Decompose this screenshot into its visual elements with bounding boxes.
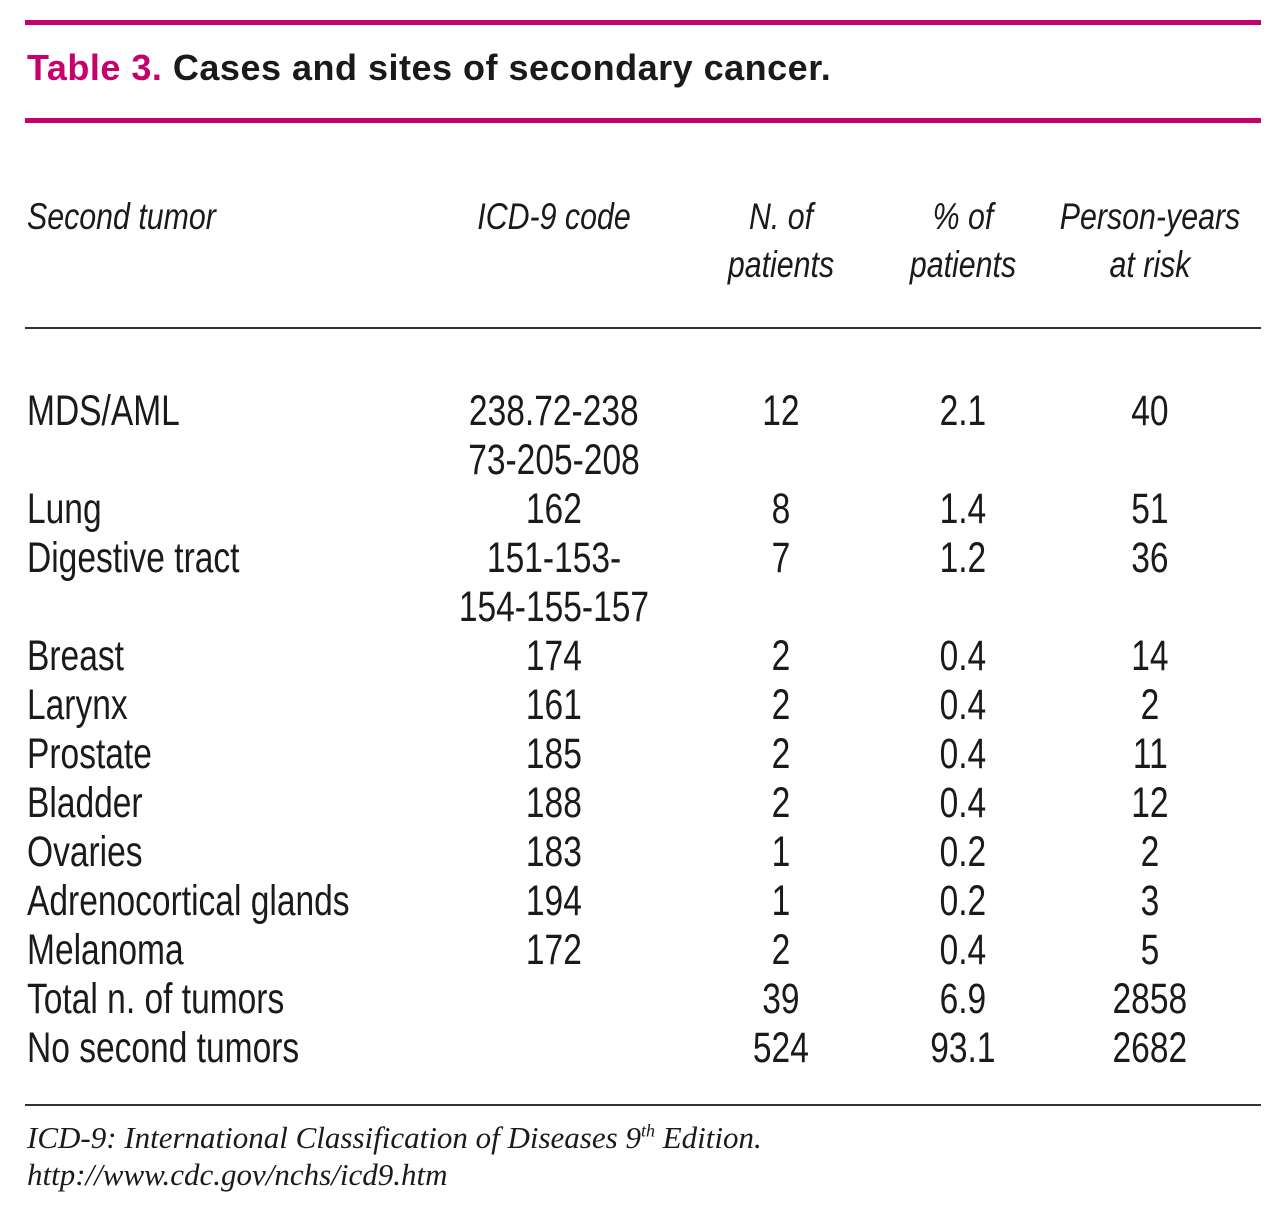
cell-pct-patients: 1.4: [939, 485, 987, 533]
cell-n-patients: 2: [771, 779, 791, 827]
cell-person-years: 40: [1131, 387, 1169, 435]
cell-pct-patients: 6.9: [939, 975, 987, 1023]
cell-icd9-code: 183: [526, 828, 582, 876]
cell-n-patients: 8: [771, 485, 791, 533]
table-row: Lung 162 8 1.4 51: [0, 485, 1280, 534]
cell-n-patients: 524: [753, 1024, 809, 1072]
cell-pct-patients: 0.2: [939, 828, 987, 876]
cell-person-years: 5: [1140, 926, 1160, 974]
cell-pct-patients: 0.4: [939, 632, 987, 680]
header-n-patients-line1: N. of: [748, 196, 814, 237]
table-row: Prostate 185 2 0.4 11: [0, 730, 1280, 779]
table-row: MDS/AML 238.72-238 73-205-208 12 2.1 40: [0, 387, 1280, 485]
cell-icd9-code: 174: [526, 632, 582, 680]
cell-pct-patients: 2.1: [939, 387, 987, 435]
cell-person-years: 14: [1131, 632, 1169, 680]
cell-second-tumor: MDS/AML: [27, 387, 180, 435]
table-row: Larynx 161 2 0.4 2: [0, 681, 1280, 730]
cell-person-years: 11: [1132, 730, 1168, 778]
table-label: Table 3.: [27, 47, 163, 88]
cell-pct-patients: 0.4: [939, 730, 987, 778]
cell-icd9-code: 238.72-238 73-205-208: [468, 387, 640, 484]
cell-n-patients: 2: [771, 926, 791, 974]
cell-second-tumor: Total n. of tumors: [27, 975, 285, 1023]
cell-icd9-code: 172: [526, 926, 582, 974]
cell-person-years: 2858: [1112, 975, 1188, 1023]
cell-pct-patients: 0.4: [939, 779, 987, 827]
cell-second-tumor: No second tumors: [27, 1024, 300, 1072]
cell-pct-patients: 0.4: [939, 926, 987, 974]
cell-icd9-code: 161: [526, 681, 582, 729]
cell-second-tumor: Prostate: [27, 730, 152, 778]
table-body: MDS/AML 238.72-238 73-205-208 12 2.1 40 Lung 16…: [0, 387, 1280, 1073]
cell-n-patients: 1: [771, 828, 791, 876]
cell-second-tumor: Melanoma: [27, 926, 184, 974]
cell-person-years: 2: [1140, 828, 1160, 876]
header-pct-patients-line2: patients: [909, 244, 1017, 285]
cell-person-years: 36: [1131, 534, 1169, 582]
cell-pct-patients: 1.2: [939, 534, 987, 582]
cell-second-tumor: Digestive tract: [27, 534, 240, 582]
cell-n-patients: 2: [771, 632, 791, 680]
cell-second-tumor: Larynx: [27, 681, 128, 729]
table-row: Digestive tract 151-153- 154-155-157 7 1.2 36: [0, 534, 1280, 632]
table-row: Adrenocortical glands 194 1 0.2 3: [0, 877, 1280, 926]
cell-n-patients: 7: [771, 534, 791, 582]
table-row: No second tumors 524 93.1 2682: [0, 1024, 1280, 1073]
footnote-definition: ICD-9: International Classification of D…: [27, 1120, 762, 1155]
cell-pct-patients: 0.2: [939, 877, 987, 925]
table-caption: Cases and sites of secondary cancer.: [172, 47, 832, 88]
cell-person-years: 12: [1131, 779, 1169, 827]
title-accent-rule: [25, 118, 1261, 123]
header-person-years-line1: Person-years: [1059, 196, 1241, 237]
cell-icd9-code: 185: [526, 730, 582, 778]
cell-second-tumor: Breast: [27, 632, 124, 680]
cell-icd9-code: 151-153- 154-155-157: [458, 534, 650, 631]
cell-icd9-code: 194: [526, 877, 582, 925]
footnote-divider: [25, 1104, 1261, 1106]
cell-person-years: 3: [1140, 877, 1160, 925]
header-divider: [25, 327, 1261, 329]
cell-pct-patients: 93.1: [930, 1024, 996, 1072]
table-footnote: ICD-9: International Classification of D…: [27, 1119, 762, 1193]
table-row: Melanoma 172 2 0.4 5: [0, 926, 1280, 975]
cell-second-tumor: Lung: [27, 485, 102, 533]
cell-person-years: 2682: [1112, 1024, 1188, 1072]
table-row: Total n. of tumors 39 6.9 2858: [0, 975, 1280, 1024]
top-accent-rule: [25, 20, 1261, 25]
cell-second-tumor: Adrenocortical glands: [27, 877, 350, 925]
table-row: Bladder 188 2 0.4 12: [0, 779, 1280, 828]
cell-second-tumor: Ovaries: [27, 828, 143, 876]
header-icd9-code: ICD-9 code: [477, 196, 631, 237]
cell-n-patients: 2: [771, 681, 791, 729]
cell-icd9-code: 162: [526, 485, 582, 533]
header-second-tumor: Second tumor: [27, 196, 216, 237]
cell-n-patients: 1: [771, 877, 791, 925]
cell-icd9-code: 188: [526, 779, 582, 827]
table-row: Ovaries 183 1 0.2 2: [0, 828, 1280, 877]
cell-person-years: 51: [1131, 485, 1169, 533]
cell-n-patients: 12: [762, 387, 800, 435]
footnote-url: http://www.cdc.gov/nchs/icd9.htm: [27, 1157, 448, 1192]
cell-pct-patients: 0.4: [939, 681, 987, 729]
cell-person-years: 2: [1140, 681, 1160, 729]
cell-n-patients: 39: [762, 975, 800, 1023]
header-n-patients-line2: patients: [727, 244, 835, 285]
cell-n-patients: 2: [771, 730, 791, 778]
cell-second-tumor: Bladder: [27, 779, 143, 827]
table-row: Breast 174 2 0.4 14: [0, 632, 1280, 681]
header-pct-patients-line1: % of: [932, 196, 994, 237]
table-title: Table 3. Cases and sites of secondary ca…: [27, 50, 831, 86]
header-person-years-line2: at risk: [1109, 244, 1191, 285]
